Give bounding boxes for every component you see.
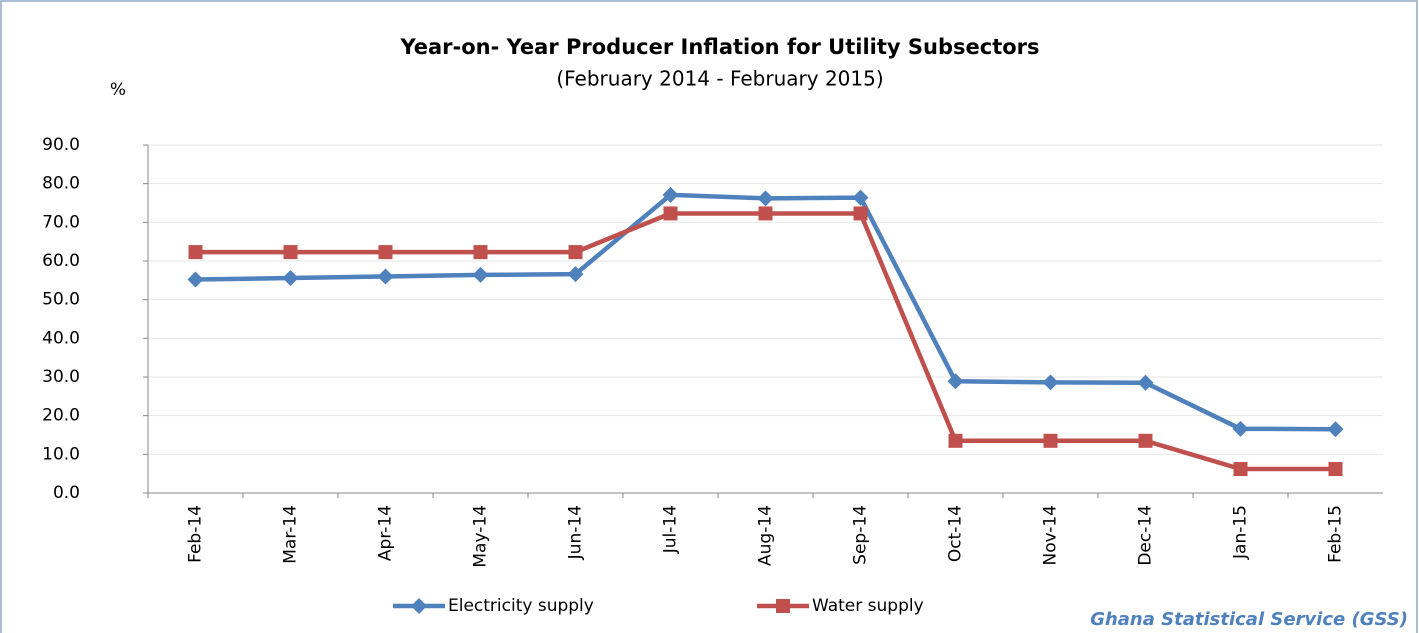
y-tick-label: 30.0 xyxy=(42,367,80,387)
point-marker xyxy=(947,373,964,390)
x-tick-label: May-14 xyxy=(471,505,491,568)
x-tick-label: Oct-14 xyxy=(946,505,966,562)
x-tick-label: Mar-14 xyxy=(281,505,301,564)
y-tick-label: 10.0 xyxy=(42,444,80,464)
point-marker xyxy=(377,268,394,285)
y-tick-label: 70.0 xyxy=(42,212,80,232)
point-marker xyxy=(1043,433,1058,448)
y-tick-label: 0.0 xyxy=(53,483,80,503)
y-tick-label: 90.0 xyxy=(42,135,80,155)
x-tick-label: Jun-14 xyxy=(566,505,586,560)
point-marker xyxy=(472,266,489,283)
point-marker xyxy=(473,245,488,260)
point-marker xyxy=(1328,462,1343,477)
point-marker xyxy=(188,245,203,260)
point-marker xyxy=(1042,374,1059,391)
point-marker xyxy=(663,206,678,221)
point-marker xyxy=(1138,433,1153,448)
point-marker xyxy=(1327,421,1344,438)
point-marker xyxy=(378,245,393,260)
x-tick-label: Jul-14 xyxy=(661,505,681,554)
chart-subtitle: (February 2014 - February 2015) xyxy=(556,67,883,91)
point-marker xyxy=(757,190,774,207)
x-tick-label: Aug-14 xyxy=(756,505,776,566)
legend-marker xyxy=(776,599,790,613)
y-tick-label: 20.0 xyxy=(42,406,80,426)
point-marker xyxy=(853,206,868,221)
y-tick-label: 50.0 xyxy=(42,290,80,310)
x-tick-label: Jan-15 xyxy=(1231,505,1251,560)
point-marker xyxy=(568,245,583,260)
source-note: Ghana Statistical Service (GSS) xyxy=(1090,609,1408,630)
x-tick-label: Nov-14 xyxy=(1041,505,1061,566)
x-tick-label: Apr-14 xyxy=(376,505,396,561)
x-tick-label: Feb-15 xyxy=(1326,505,1346,563)
point-marker xyxy=(283,245,298,260)
y-tick-label: 80.0 xyxy=(42,174,80,194)
point-marker xyxy=(1137,374,1154,391)
legend-label: Water supply xyxy=(812,596,924,616)
chart-title: Year-on- Year Producer Inflation for Uti… xyxy=(399,35,1039,59)
y-tick-label: 60.0 xyxy=(42,251,80,271)
point-marker xyxy=(1232,420,1249,437)
point-marker xyxy=(758,206,773,221)
legend-label: Electricity supply xyxy=(448,596,594,616)
x-tick-label: Feb-14 xyxy=(186,505,206,563)
y-tick-label: 40.0 xyxy=(42,328,80,348)
point-marker xyxy=(187,271,204,288)
legend-marker xyxy=(411,598,427,614)
y-axis-label: % xyxy=(110,80,126,100)
x-tick-label: Dec-14 xyxy=(1136,505,1156,566)
point-marker xyxy=(1233,462,1248,477)
point-marker xyxy=(852,189,869,206)
point-marker xyxy=(662,186,679,203)
point-marker xyxy=(567,266,584,283)
point-marker xyxy=(948,433,963,448)
point-marker xyxy=(282,270,299,287)
x-tick-label: Sep-14 xyxy=(851,505,871,565)
